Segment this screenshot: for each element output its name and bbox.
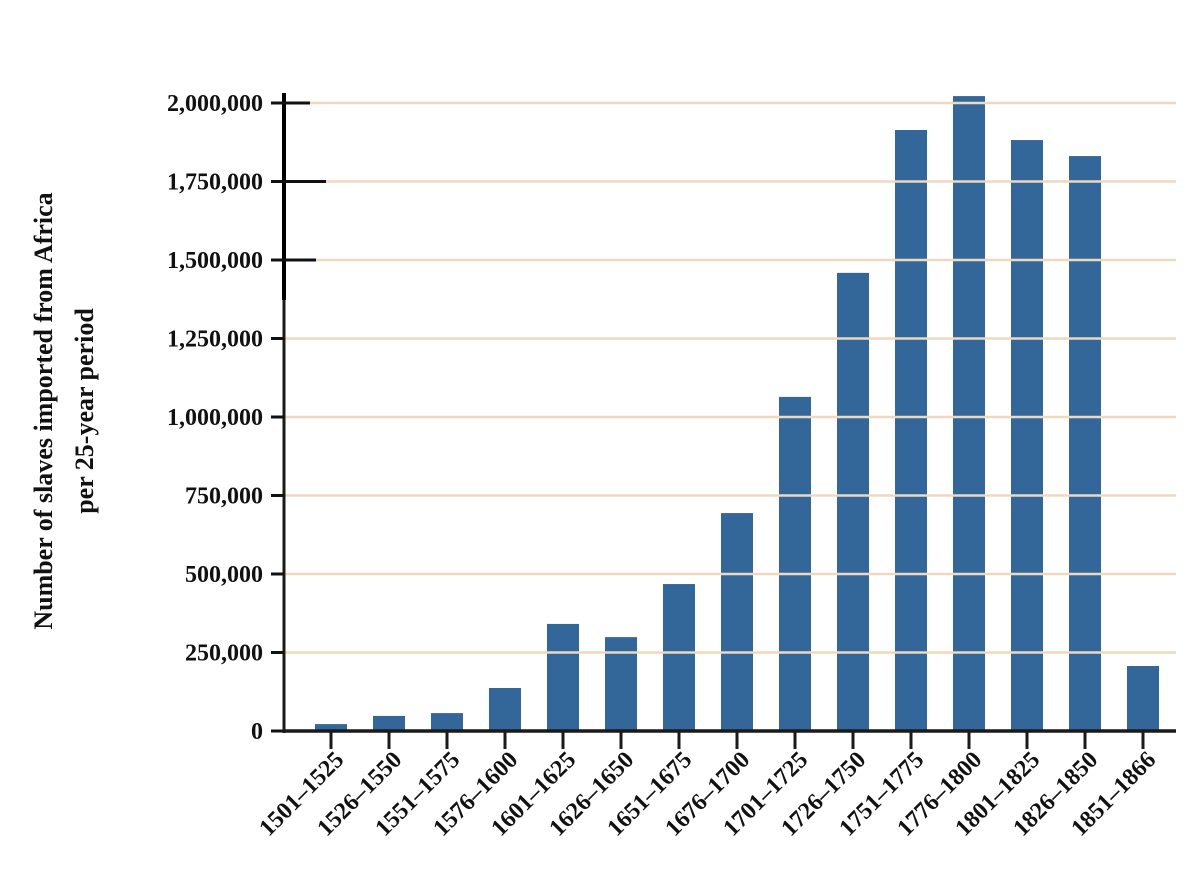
bar-1526–1550 (373, 715, 405, 731)
gridlines-overlay (284, 101, 1176, 654)
bar-1676–1700 (721, 513, 753, 731)
y-tick-label: 2,000,000 (167, 91, 263, 117)
y-tick-label: 1,500,000 (167, 248, 263, 274)
y-tick-label: 500,000 (185, 562, 263, 588)
bar-1551–1575 (431, 713, 463, 731)
y-tick-label: 1,000,000 (167, 405, 263, 431)
bar-1726–1750 (837, 272, 869, 731)
bar-1851–1866 (1127, 666, 1159, 731)
bar-1776–1800 (953, 96, 985, 732)
y-axis: 0 250,000 500,000 750,000 1,000,000 1,250,000… (167, 91, 326, 745)
bar-1626–1650 (605, 637, 637, 731)
bar-1751–1775 (895, 130, 927, 731)
bar-1576–1600 (489, 687, 521, 731)
bar-1701–1725 (779, 396, 811, 731)
y-axis-title-line-1: Number of slaves imported from Africa (29, 192, 58, 629)
bar-1801–1825 (1011, 140, 1043, 731)
bar-1501–1525 (315, 724, 347, 731)
bar-1826–1850 (1069, 156, 1101, 732)
y-tick-label: 0 (251, 719, 263, 745)
bar-1601–1625 (547, 623, 579, 731)
y-axis-title-line-2: per 25-year period (70, 308, 99, 514)
bar-1651–1675 (663, 584, 695, 731)
y-tick-label: 1,750,000 (167, 170, 263, 196)
x-axis: 1501–15251526–15501551–15751576–16001601… (254, 729, 1176, 842)
y-tick-label: 750,000 (185, 484, 263, 510)
y-tick-label: 250,000 (185, 641, 263, 667)
y-axis-title: Number of slaves imported from Africa pe… (29, 192, 99, 629)
bars (315, 96, 1159, 732)
y-tick-label: 1,250,000 (167, 327, 263, 353)
